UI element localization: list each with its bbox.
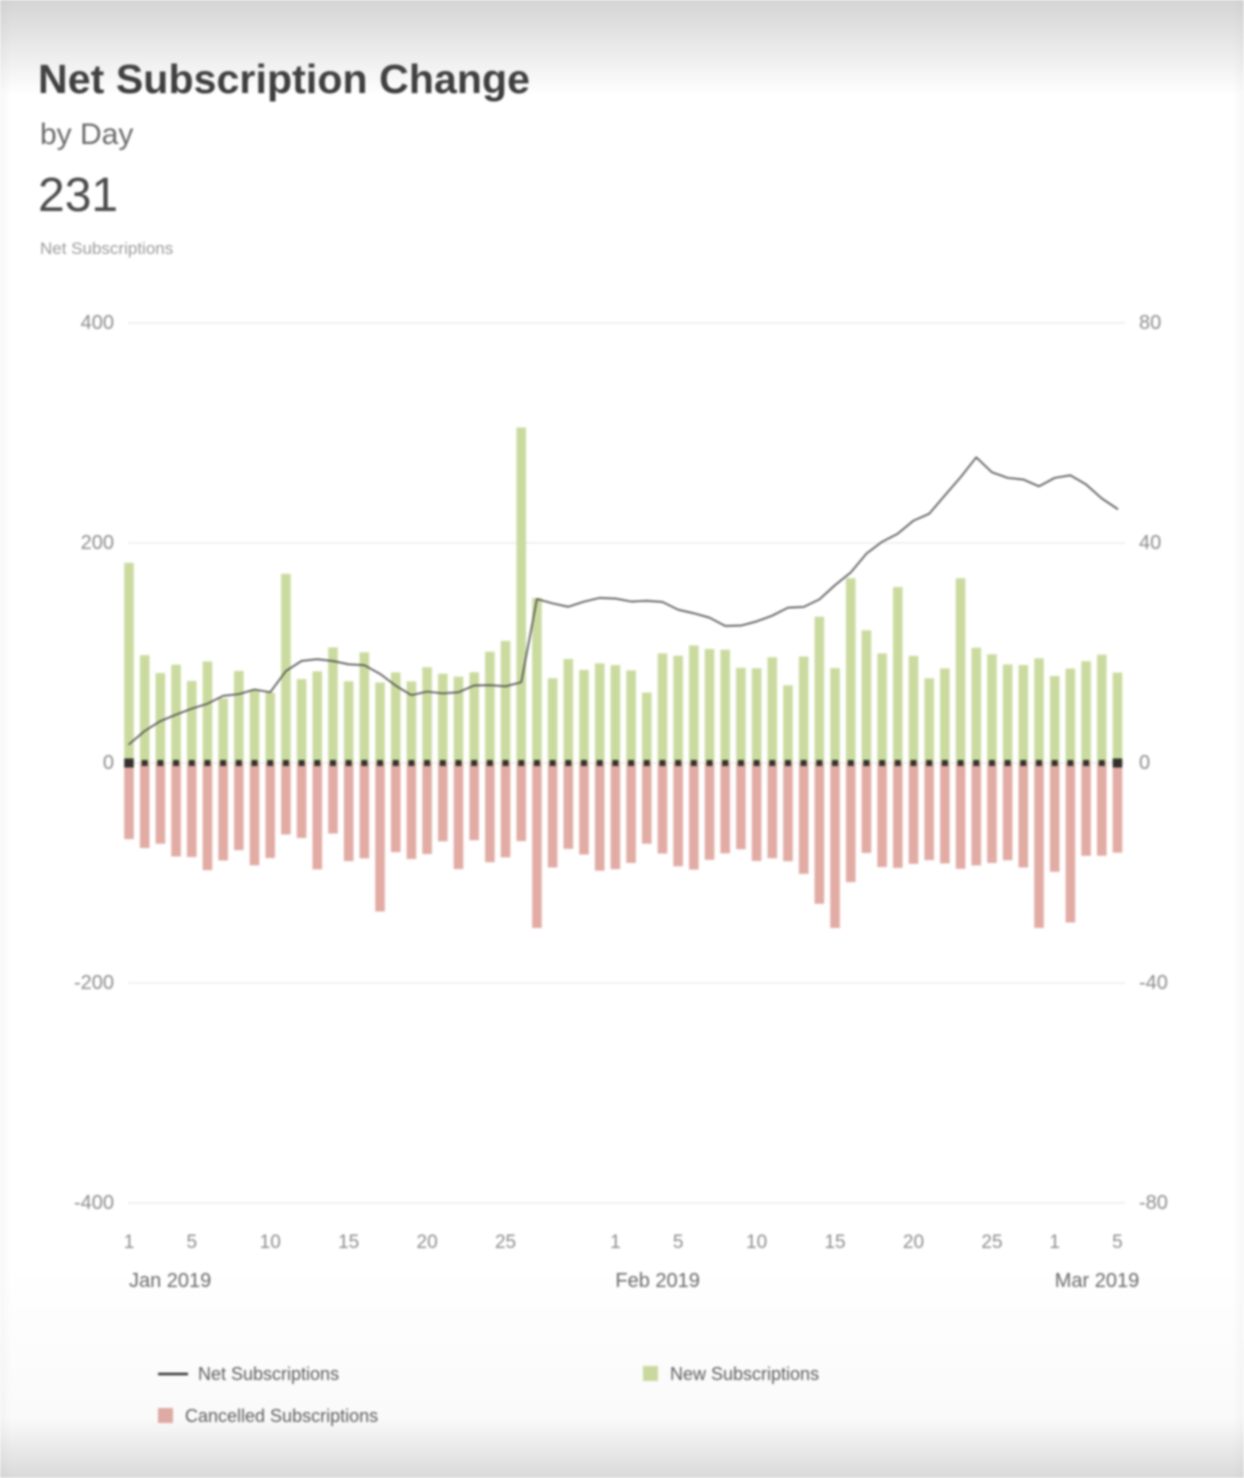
- svg-text:Net Subscriptions: Net Subscriptions: [198, 1364, 339, 1384]
- svg-text:20: 20: [903, 1232, 924, 1253]
- svg-text:10: 10: [260, 1232, 281, 1253]
- svg-text:1: 1: [1049, 1232, 1060, 1253]
- svg-text:Feb 2019: Feb 2019: [615, 1270, 700, 1292]
- svg-text:25: 25: [495, 1232, 516, 1253]
- svg-text:New Subscriptions: New Subscriptions: [670, 1364, 819, 1384]
- svg-text:5: 5: [186, 1232, 197, 1253]
- svg-text:0: 0: [103, 752, 114, 774]
- svg-text:20: 20: [417, 1232, 438, 1253]
- svg-text:40: 40: [1139, 532, 1161, 554]
- svg-text:0: 0: [1139, 752, 1150, 774]
- svg-text:5: 5: [673, 1232, 684, 1253]
- svg-text:-40: -40: [1139, 972, 1168, 994]
- svg-text:10: 10: [746, 1232, 767, 1253]
- svg-text:Jan 2019: Jan 2019: [129, 1270, 211, 1292]
- svg-text:400: 400: [81, 312, 114, 334]
- svg-text:Mar 2019: Mar 2019: [1055, 1270, 1140, 1292]
- svg-text:200: 200: [81, 532, 114, 554]
- svg-text:-400: -400: [74, 1192, 114, 1214]
- svg-text:25: 25: [981, 1232, 1002, 1253]
- svg-text:5: 5: [1112, 1232, 1123, 1253]
- svg-text:-80: -80: [1139, 1192, 1168, 1214]
- svg-text:15: 15: [338, 1232, 359, 1253]
- svg-text:15: 15: [824, 1232, 845, 1253]
- svg-text:Cancelled Subscriptions: Cancelled Subscriptions: [185, 1406, 378, 1426]
- svg-text:80: 80: [1139, 312, 1161, 334]
- svg-text:-200: -200: [74, 972, 114, 994]
- svg-text:1: 1: [610, 1232, 621, 1253]
- svg-text:1: 1: [124, 1232, 135, 1253]
